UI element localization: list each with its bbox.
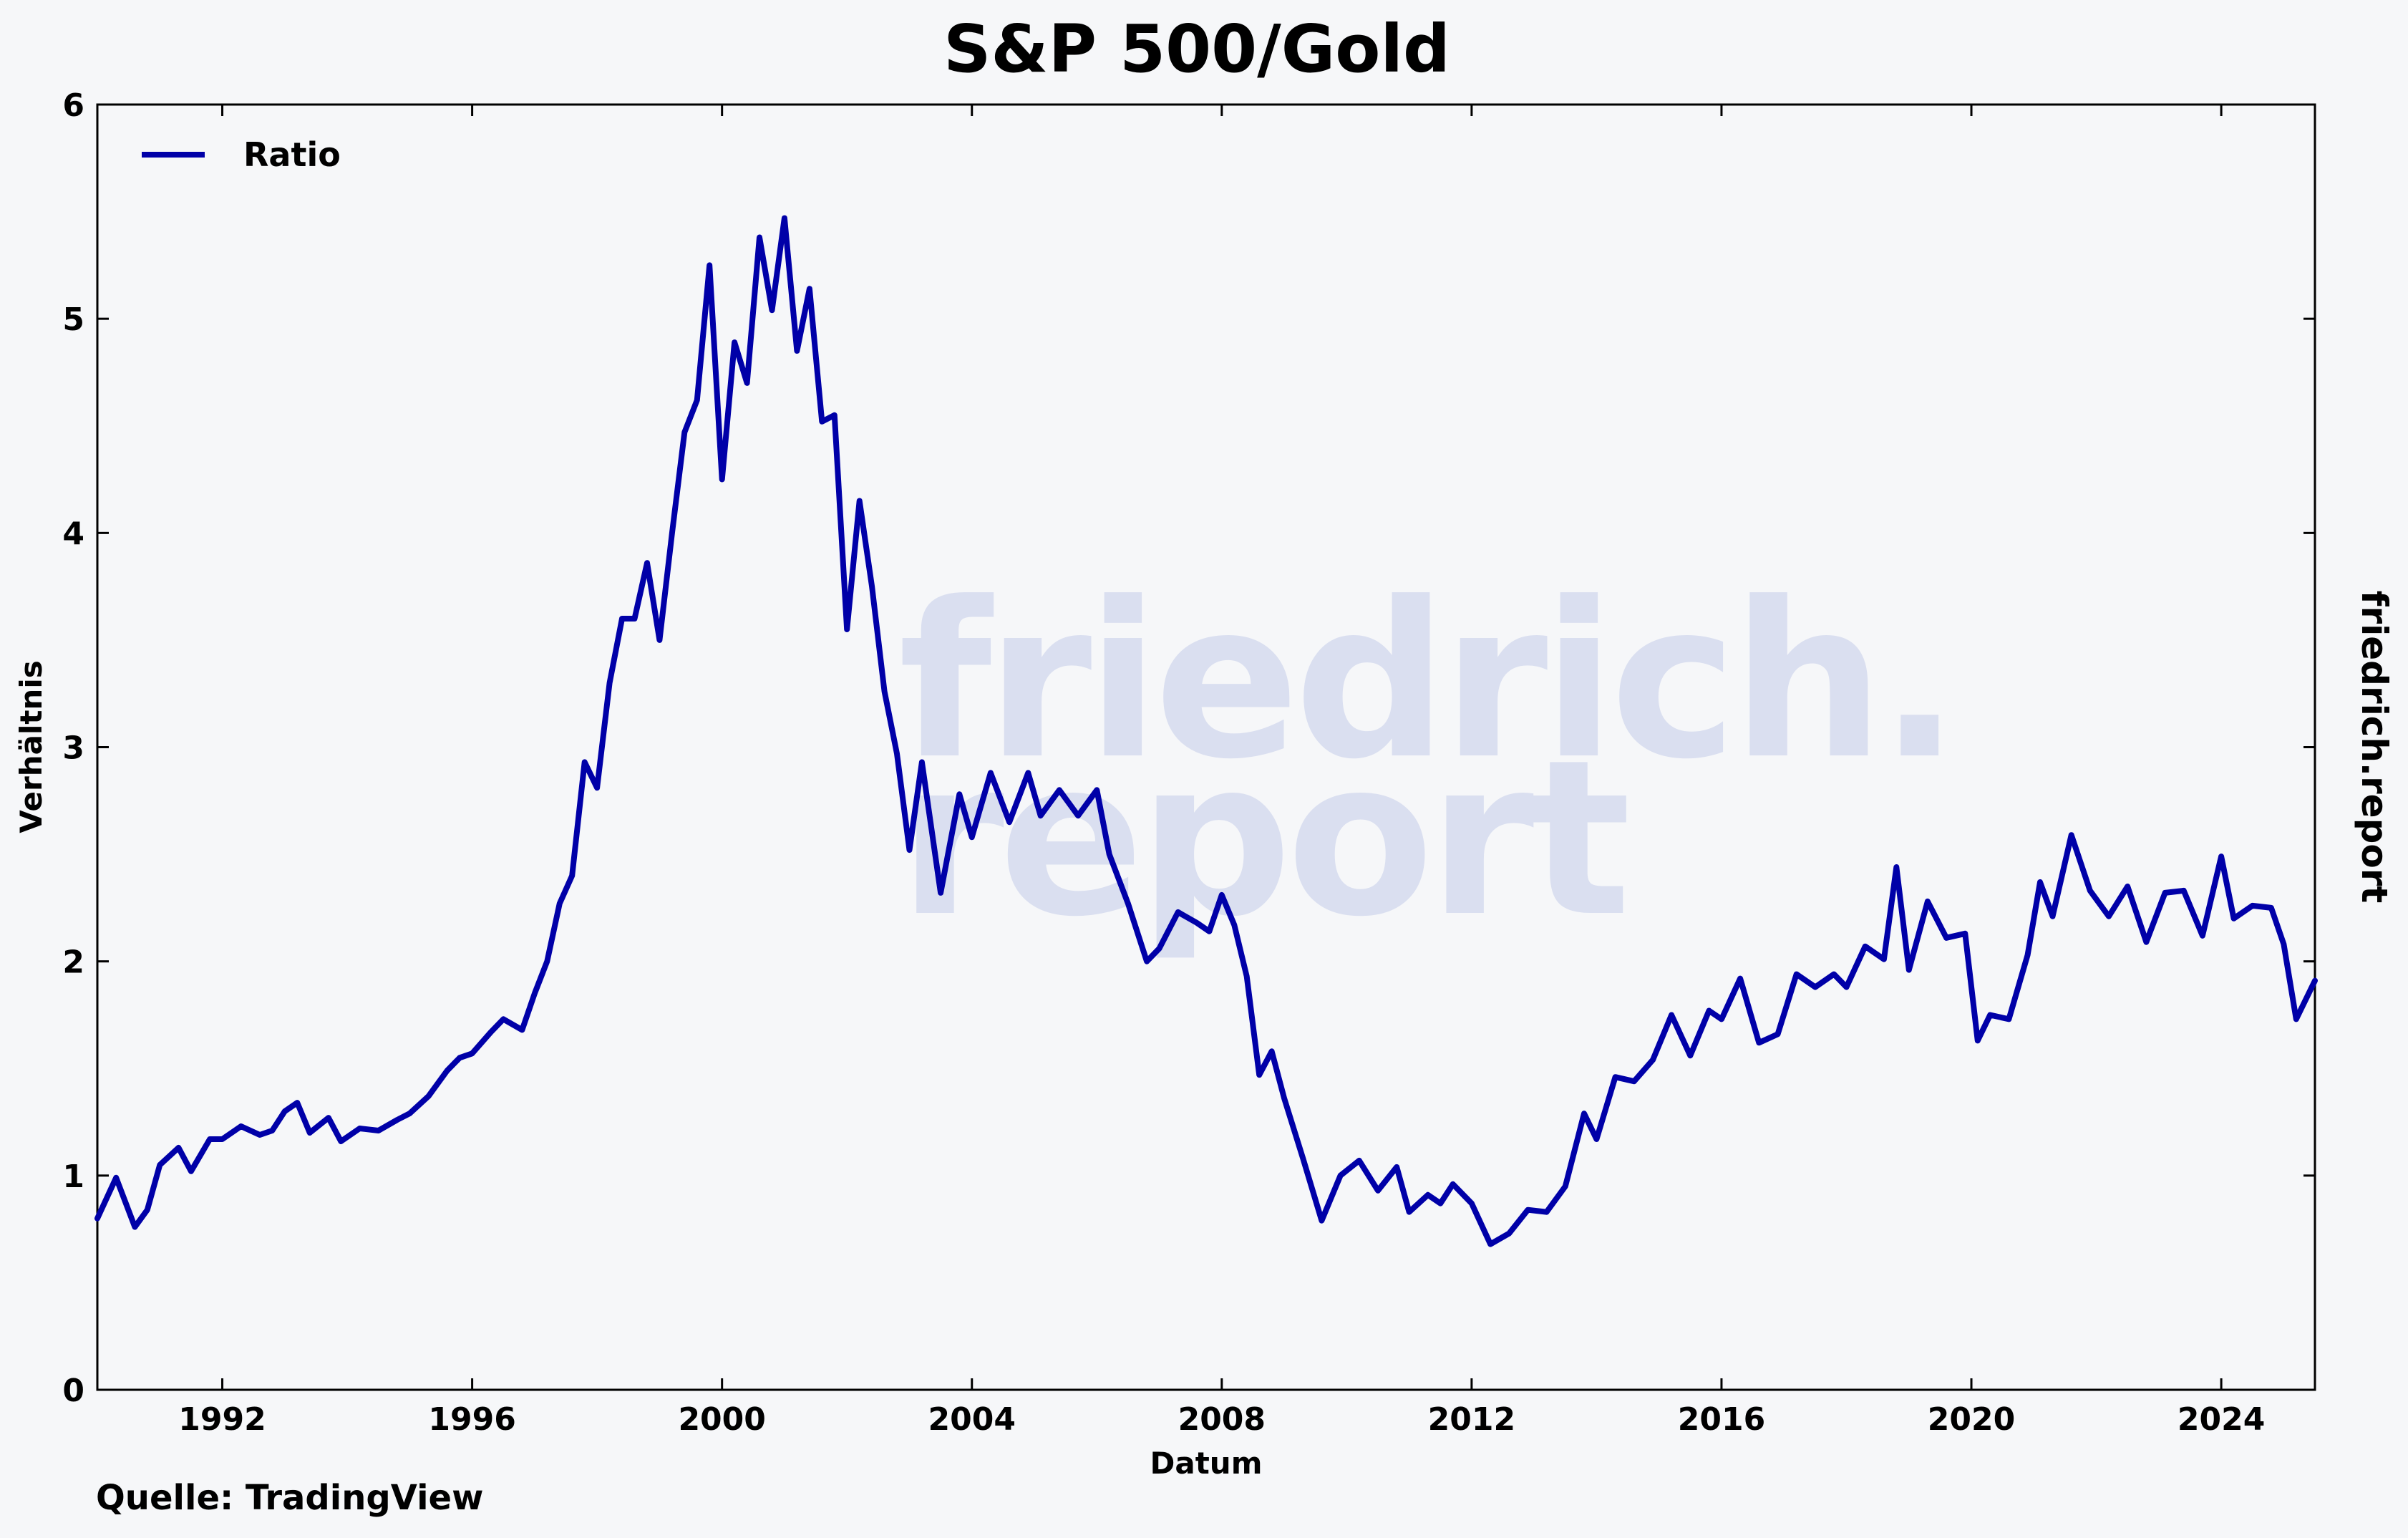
y-tick-label: 3	[62, 730, 84, 767]
watermark-line-2: report	[898, 714, 1629, 964]
y-tick-label: 2	[62, 944, 84, 981]
x-tick-label: 2020	[1928, 1401, 2015, 1438]
axis-ticks	[97, 103, 2315, 1391]
legend: Ratio	[142, 135, 341, 174]
watermark: friedrich. report	[898, 556, 1961, 964]
series-line-0	[94, 215, 2318, 1247]
watermark-line-1: friedrich.	[898, 556, 1955, 806]
chart-title: S&P 500/Gold	[943, 11, 1450, 87]
y-tick-label: 1	[62, 1159, 84, 1195]
x-tick-label: 1992	[178, 1401, 266, 1438]
y-tick-label: 0	[62, 1373, 84, 1409]
y-tick-label: 6	[62, 87, 84, 124]
legend-label: Ratio	[243, 135, 341, 174]
side-brand: friedrich.report	[2354, 591, 2395, 904]
x-tick-label: 2024	[2178, 1401, 2265, 1438]
x-tick-label: 2004	[928, 1401, 1016, 1438]
x-tick-label: 2000	[678, 1401, 765, 1438]
series-layer	[94, 215, 2318, 1247]
source-note: Quelle: TradingView	[96, 1478, 483, 1518]
y-axis-label: Verhältnis	[14, 660, 49, 833]
y-tick-label: 5	[62, 301, 84, 338]
x-tick-label: 1996	[428, 1401, 515, 1438]
x-tick-label: 2012	[1428, 1401, 1515, 1438]
axis-tick-labels: 1992 1996 2000 2004 2008 2012 2016 2020 2024 0 1 2 3…	[62, 87, 2265, 1438]
x-axis-label: Datum	[1150, 1446, 1263, 1481]
x-tick-label: 2008	[1178, 1401, 1266, 1438]
x-tick-label: 2016	[1678, 1401, 1765, 1438]
y-tick-label: 4	[62, 516, 84, 552]
